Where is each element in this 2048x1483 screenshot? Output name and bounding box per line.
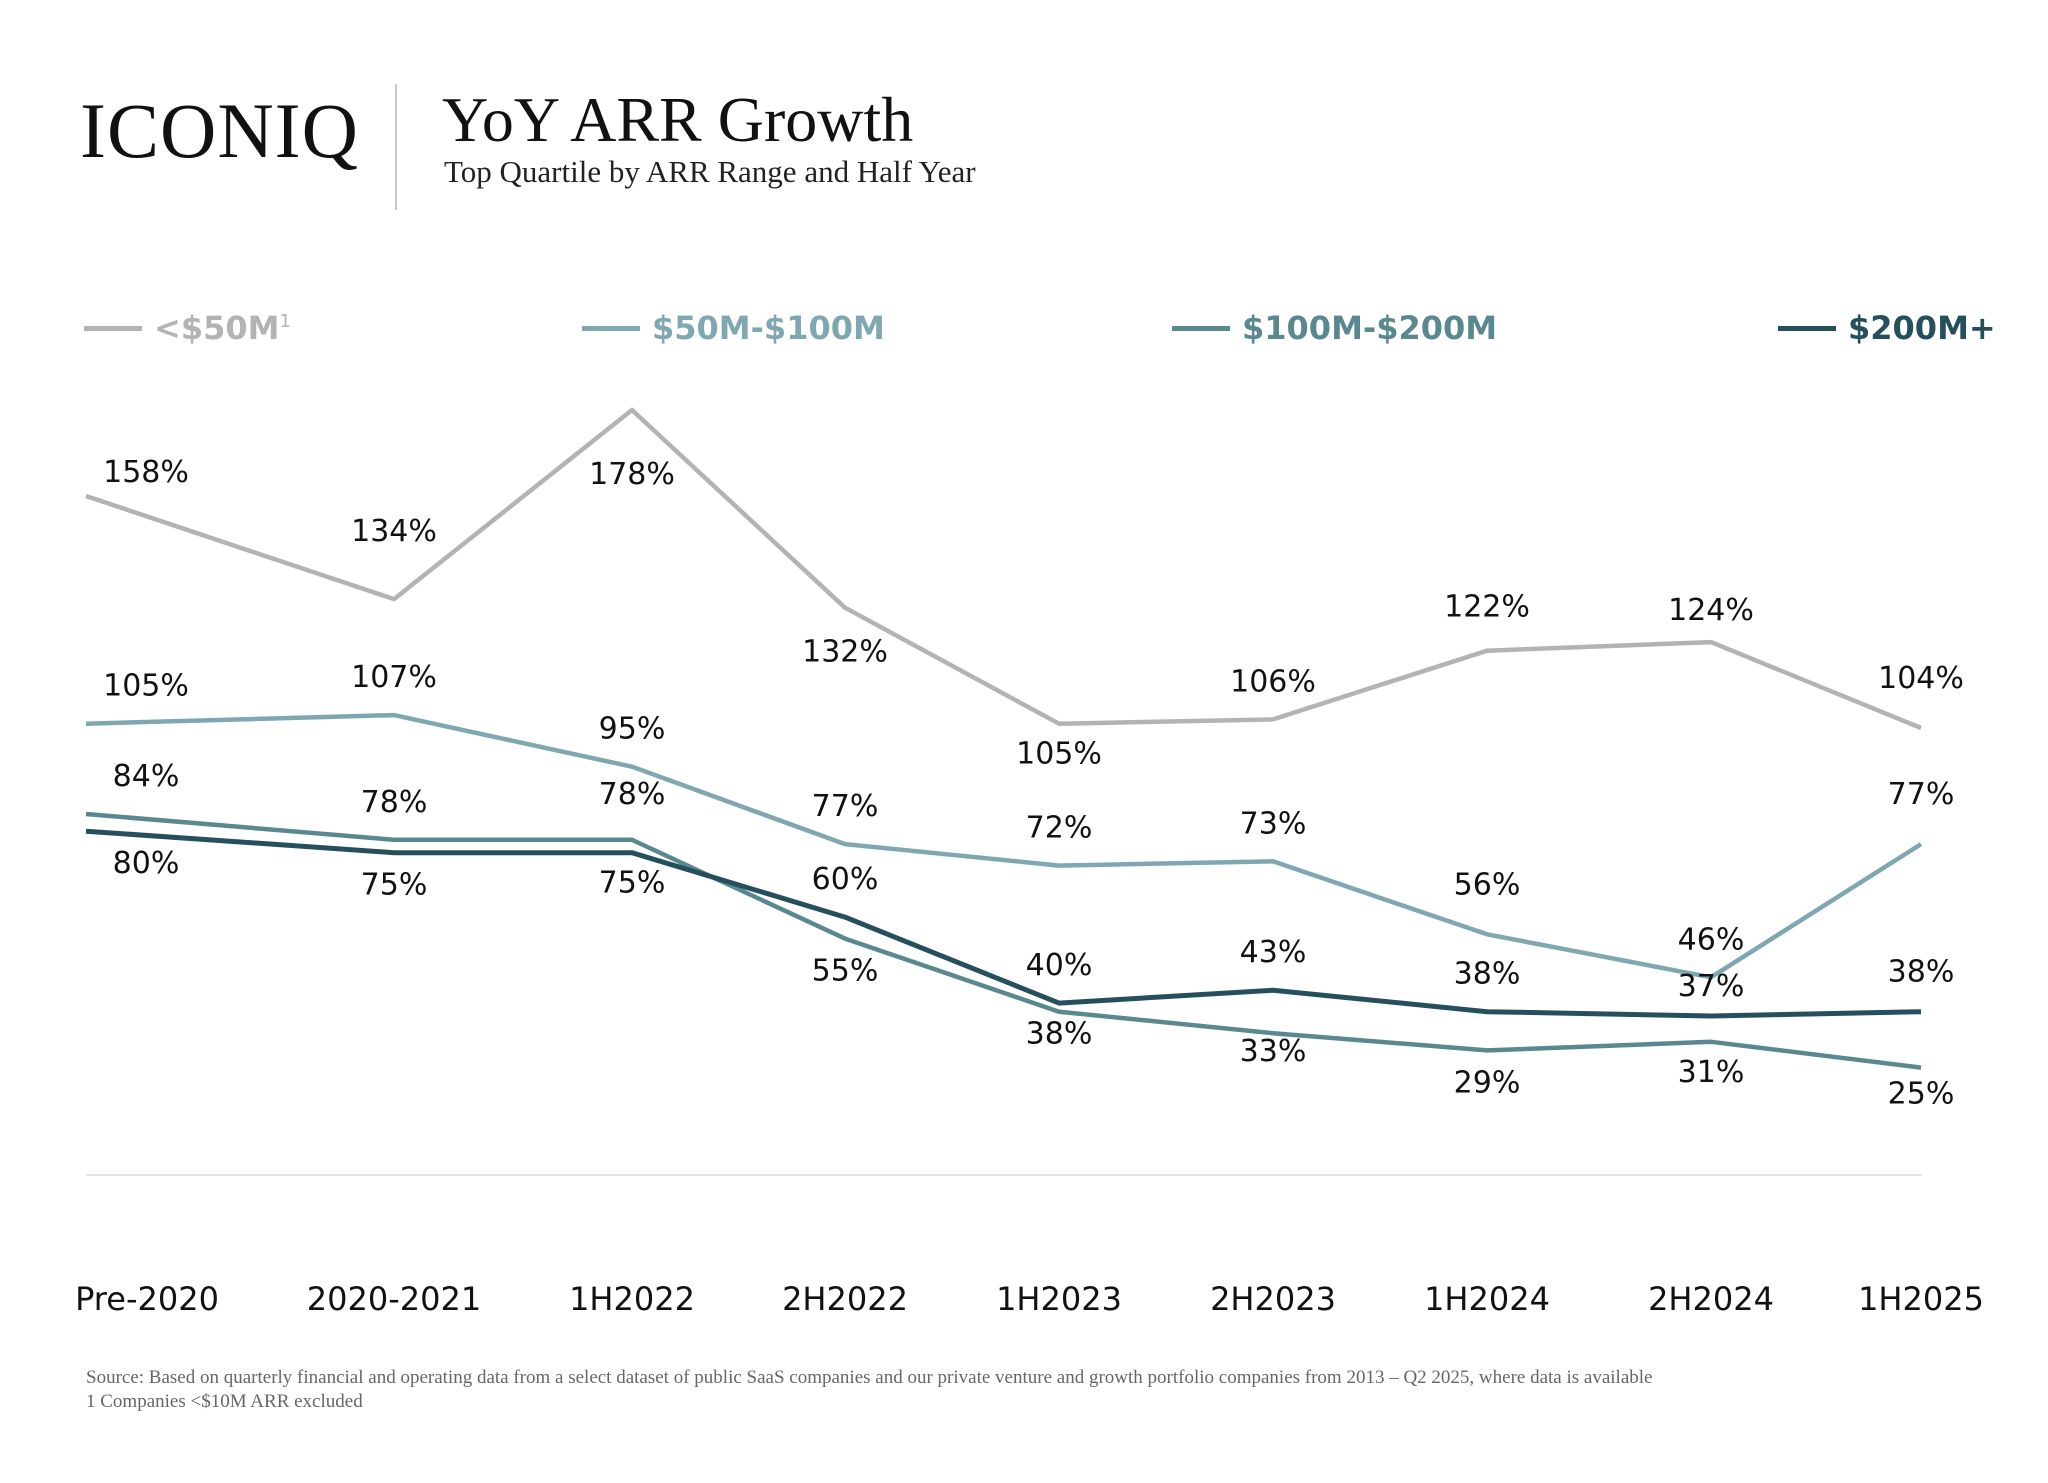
x-tick-label: 1H2023 (996, 1280, 1122, 1318)
legend-label-under-50m: <$50M1 (154, 309, 291, 347)
excluded-footnote: 1 Companies <$10M ARR excluded (86, 1391, 363, 1412)
data-label: 78% (599, 777, 666, 812)
data-label: 122% (1444, 590, 1530, 625)
legend-item-200m-plus: $200M+ (1778, 308, 1996, 348)
data-label: 56% (1454, 867, 1521, 902)
x-tick-layer: Pre-2020 2020-2021 1H2022 2H2022 1H2023 2H202… (75, 1280, 1984, 1318)
data-label: 158% (103, 455, 189, 490)
data-label: 105% (1016, 737, 1102, 772)
data-label: 105% (103, 669, 189, 704)
data-label: 132% (802, 635, 888, 670)
data-label: 46% (1678, 922, 1745, 957)
legend-label-200m-plus: $200M+ (1848, 309, 1996, 347)
data-label-layer: 158% 134% 178% 132% 105% 106% 122% 124% 104% 105%… (103, 455, 1964, 1112)
x-tick-label: 2020-2021 (307, 1280, 481, 1318)
legend-label-100m-200m: $100M-$200M (1242, 309, 1498, 347)
series-line-3 (85, 828, 1922, 1019)
series-line-0 (85, 407, 1922, 731)
data-label: 43% (1240, 935, 1307, 970)
data-label: 73% (1240, 806, 1307, 841)
x-tick-label: 1H2024 (1424, 1280, 1550, 1318)
data-label: 95% (599, 712, 666, 747)
x-tick-label: 2H2024 (1648, 1280, 1774, 1318)
chart-subtitle: Top Quartile by ARR Range and Half Year (444, 154, 976, 189)
data-label: 75% (599, 866, 666, 901)
legend-swatch-under-50m (84, 325, 142, 331)
x-tick-label: 1H2025 (1858, 1280, 1984, 1318)
data-label: 37% (1678, 969, 1745, 1004)
legend-label-50m-100m: $50M-$100M (652, 309, 885, 347)
data-label: 29% (1454, 1065, 1521, 1100)
data-label: 104% (1878, 661, 1964, 696)
chart-title: YoY ARR Growth (442, 84, 914, 155)
iconiq-logo: ICONIQ (80, 87, 359, 174)
legend-swatch-50m-100m (582, 325, 640, 331)
data-label: 77% (812, 789, 879, 824)
data-label: 55% (812, 954, 879, 989)
series-line-2 (85, 811, 1922, 1070)
data-label: 38% (1888, 955, 1955, 990)
series-layer (85, 407, 1923, 1070)
x-tick-label: 1H2022 (569, 1280, 695, 1318)
data-label: 38% (1454, 957, 1521, 992)
data-label: 107% (351, 660, 437, 695)
data-label: 78% (361, 785, 428, 820)
data-label: 31% (1678, 1055, 1745, 1090)
legend-item-100m-200m: $100M-$200M (1172, 308, 1497, 348)
data-label: 25% (1888, 1077, 1955, 1112)
data-label: 75% (361, 868, 428, 903)
data-label: 80% (113, 846, 180, 881)
series-line-1 (85, 712, 1923, 980)
legend-swatch-100m-200m (1172, 325, 1230, 331)
x-tick-label: Pre-2020 (75, 1280, 219, 1318)
data-label: 124% (1668, 593, 1754, 628)
data-label: 33% (1240, 1034, 1307, 1069)
data-label: 106% (1230, 664, 1316, 699)
data-label: 60% (812, 862, 879, 897)
legend-swatch-200m-plus (1778, 325, 1836, 331)
data-label: 38% (1026, 1017, 1093, 1052)
data-label: 72% (1026, 811, 1093, 846)
data-label: 134% (351, 514, 437, 549)
legend-item-under-50m: <$50M1 (84, 308, 291, 348)
data-label: 84% (113, 759, 180, 794)
data-label: 40% (1026, 948, 1093, 983)
legend-item-50m-100m: $50M-$100M (582, 308, 885, 348)
data-label: 178% (589, 457, 675, 492)
header-divider (395, 84, 397, 210)
x-tick-label: 2H2022 (782, 1280, 908, 1318)
data-label: 77% (1888, 777, 1955, 812)
x-tick-label: 2H2023 (1210, 1280, 1336, 1318)
source-footnote: Source: Based on quarterly financial and… (86, 1367, 1653, 1388)
